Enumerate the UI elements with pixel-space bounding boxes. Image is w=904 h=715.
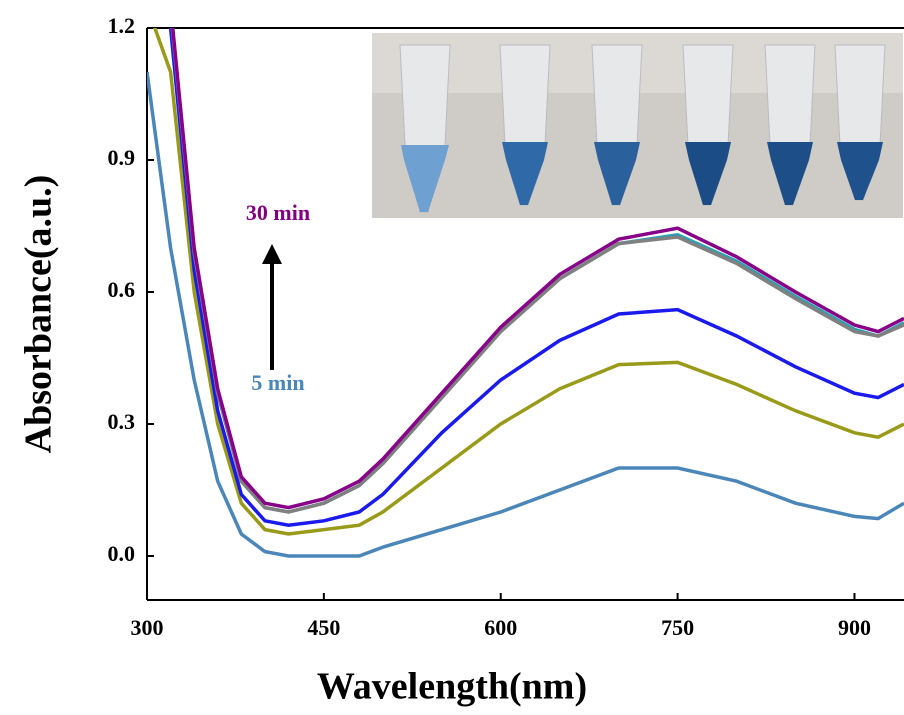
series-line	[147, 71, 904, 558]
y-tick-label: 1.2	[108, 13, 136, 38]
y-tick-label: 0.9	[108, 145, 136, 170]
inset-photo	[372, 33, 903, 218]
x-tick-label: 300	[131, 615, 164, 640]
annotation: 5 min	[251, 370, 304, 395]
series-line	[168, 28, 904, 527]
series-line	[153, 28, 904, 536]
x-tick-label: 750	[661, 615, 694, 640]
arrow-head	[262, 244, 282, 264]
y-tick-label: 0.0	[108, 541, 136, 566]
y-axis-title: Absorbance(a.u.)	[18, 175, 60, 454]
y-tick-label: 0.6	[108, 277, 136, 302]
x-tick-label: 450	[307, 615, 340, 640]
x-tick-label: 900	[838, 615, 871, 640]
series-line	[170, 28, 904, 510]
x-tick-label: 600	[484, 615, 517, 640]
y-tick-label: 0.3	[108, 409, 136, 434]
annotation: 30 min	[246, 200, 310, 225]
x-axis-title: Wavelength(nm)	[317, 666, 587, 708]
